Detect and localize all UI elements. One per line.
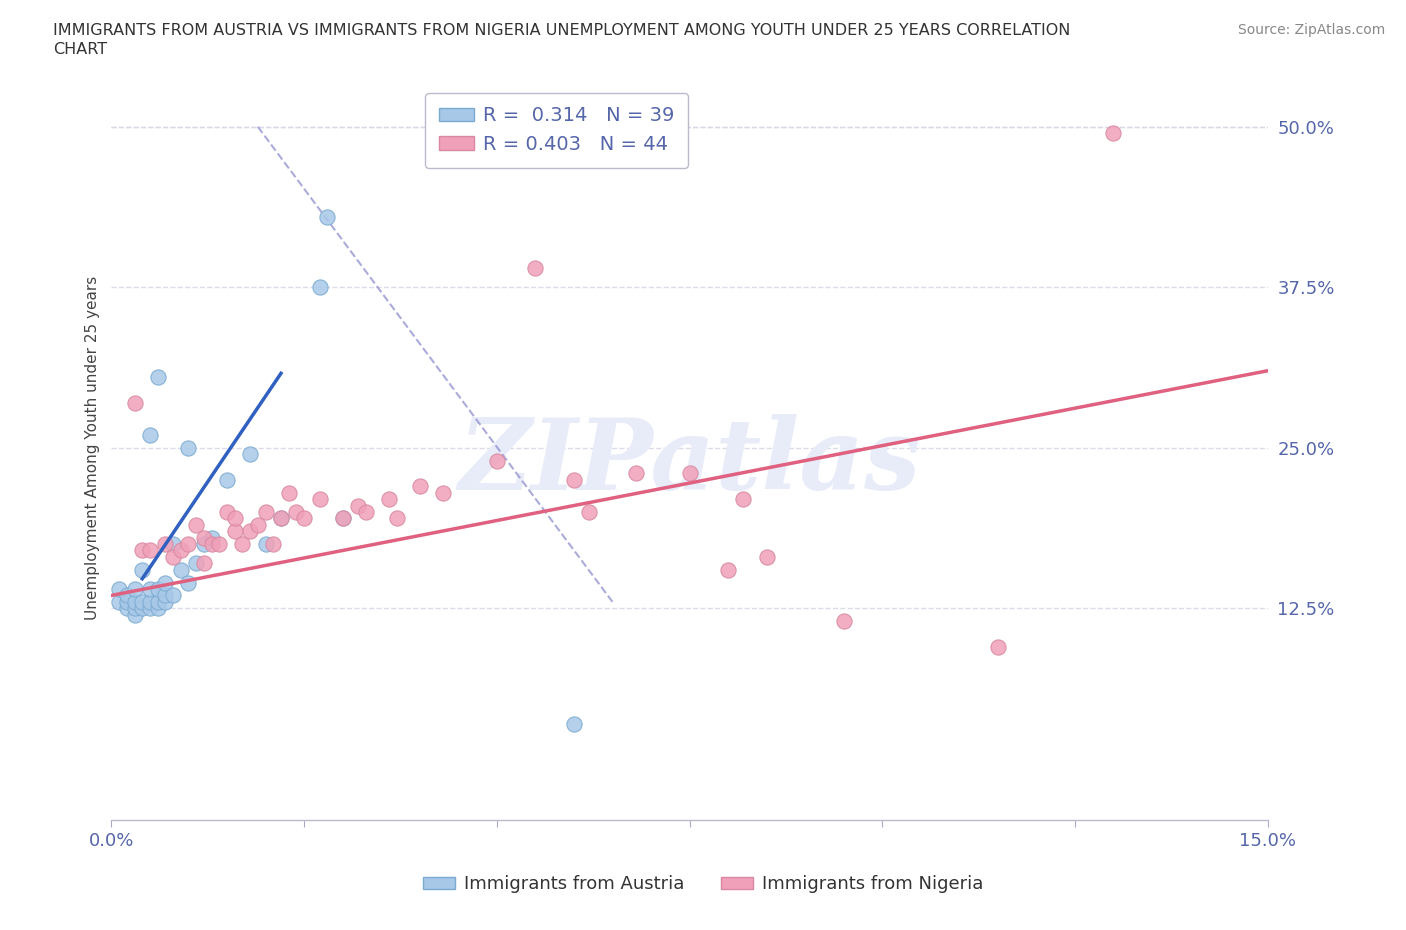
Point [262,537,284,551]
Point [162,537,184,551]
Point [115,588,138,603]
Point [124,395,146,410]
Point [524,260,547,275]
Point [562,472,585,487]
Point [155,575,177,590]
Point [277,485,299,500]
Point [409,479,432,494]
Point [139,428,162,443]
Point [270,511,292,525]
Y-axis label: Unemployment Among Youth under 25 years: Unemployment Among Youth under 25 years [86,275,100,620]
Point [162,550,184,565]
Point [193,530,215,545]
Point [186,556,208,571]
Point [215,505,238,520]
Point [987,639,1010,654]
Point [201,537,224,551]
Point [177,537,200,551]
Point [108,594,131,609]
Point [215,472,238,487]
Point [146,581,169,596]
Point [115,594,138,609]
Point [124,581,146,596]
Point [733,492,755,507]
Point [332,511,354,525]
Point [139,581,162,596]
Point [1102,126,1125,140]
Point [193,537,215,551]
Point [162,588,184,603]
Point [308,280,330,295]
Text: CHART: CHART [53,42,107,57]
Point [316,209,339,224]
Point [385,511,408,525]
Point [155,588,177,603]
Point [108,581,131,596]
Point [124,607,146,622]
Point [270,511,292,525]
Point [201,530,224,545]
Legend: Immigrants from Austria, Immigrants from Nigeria: Immigrants from Austria, Immigrants from… [415,868,991,900]
Point [239,446,262,461]
Point [224,511,246,525]
Point [146,601,169,616]
Point [347,498,370,513]
Text: IMMIGRANTS FROM AUSTRIA VS IMMIGRANTS FROM NIGERIA UNEMPLOYMENT AMONG YOUTH UNDE: IMMIGRANTS FROM AUSTRIA VS IMMIGRANTS FR… [53,23,1071,38]
Text: ZIPatlas: ZIPatlas [458,415,921,511]
Point [755,550,778,565]
Point [678,466,700,481]
Point [285,505,308,520]
Point [717,563,740,578]
Point [139,543,162,558]
Point [170,543,193,558]
Legend: R =  0.314   N = 39, R = 0.403   N = 44: R = 0.314 N = 39, R = 0.403 N = 44 [425,93,688,167]
Point [155,594,177,609]
Point [239,524,262,538]
Point [186,517,208,532]
Point [155,537,177,551]
Point [224,524,246,538]
Point [139,594,162,609]
Point [146,594,169,609]
Point [562,716,585,731]
Point [332,511,354,525]
Point [354,505,377,520]
Point [624,466,647,481]
Point [124,594,146,609]
Text: Source: ZipAtlas.com: Source: ZipAtlas.com [1237,23,1385,37]
Point [139,601,162,616]
Point [578,505,600,520]
Point [146,370,169,385]
Point [124,601,146,616]
Point [432,485,454,500]
Point [308,492,330,507]
Point [131,594,153,609]
Point [246,517,269,532]
Point [193,556,215,571]
Point [131,601,153,616]
Point [170,563,193,578]
Point [832,614,855,629]
Point [254,537,277,551]
Point [208,537,231,551]
Point [177,575,200,590]
Point [131,563,153,578]
Point [177,440,200,455]
Point [131,543,153,558]
Point [115,601,138,616]
Point [231,537,253,551]
Point [378,492,401,507]
Point [254,505,277,520]
Point [292,511,315,525]
Point [485,453,508,468]
